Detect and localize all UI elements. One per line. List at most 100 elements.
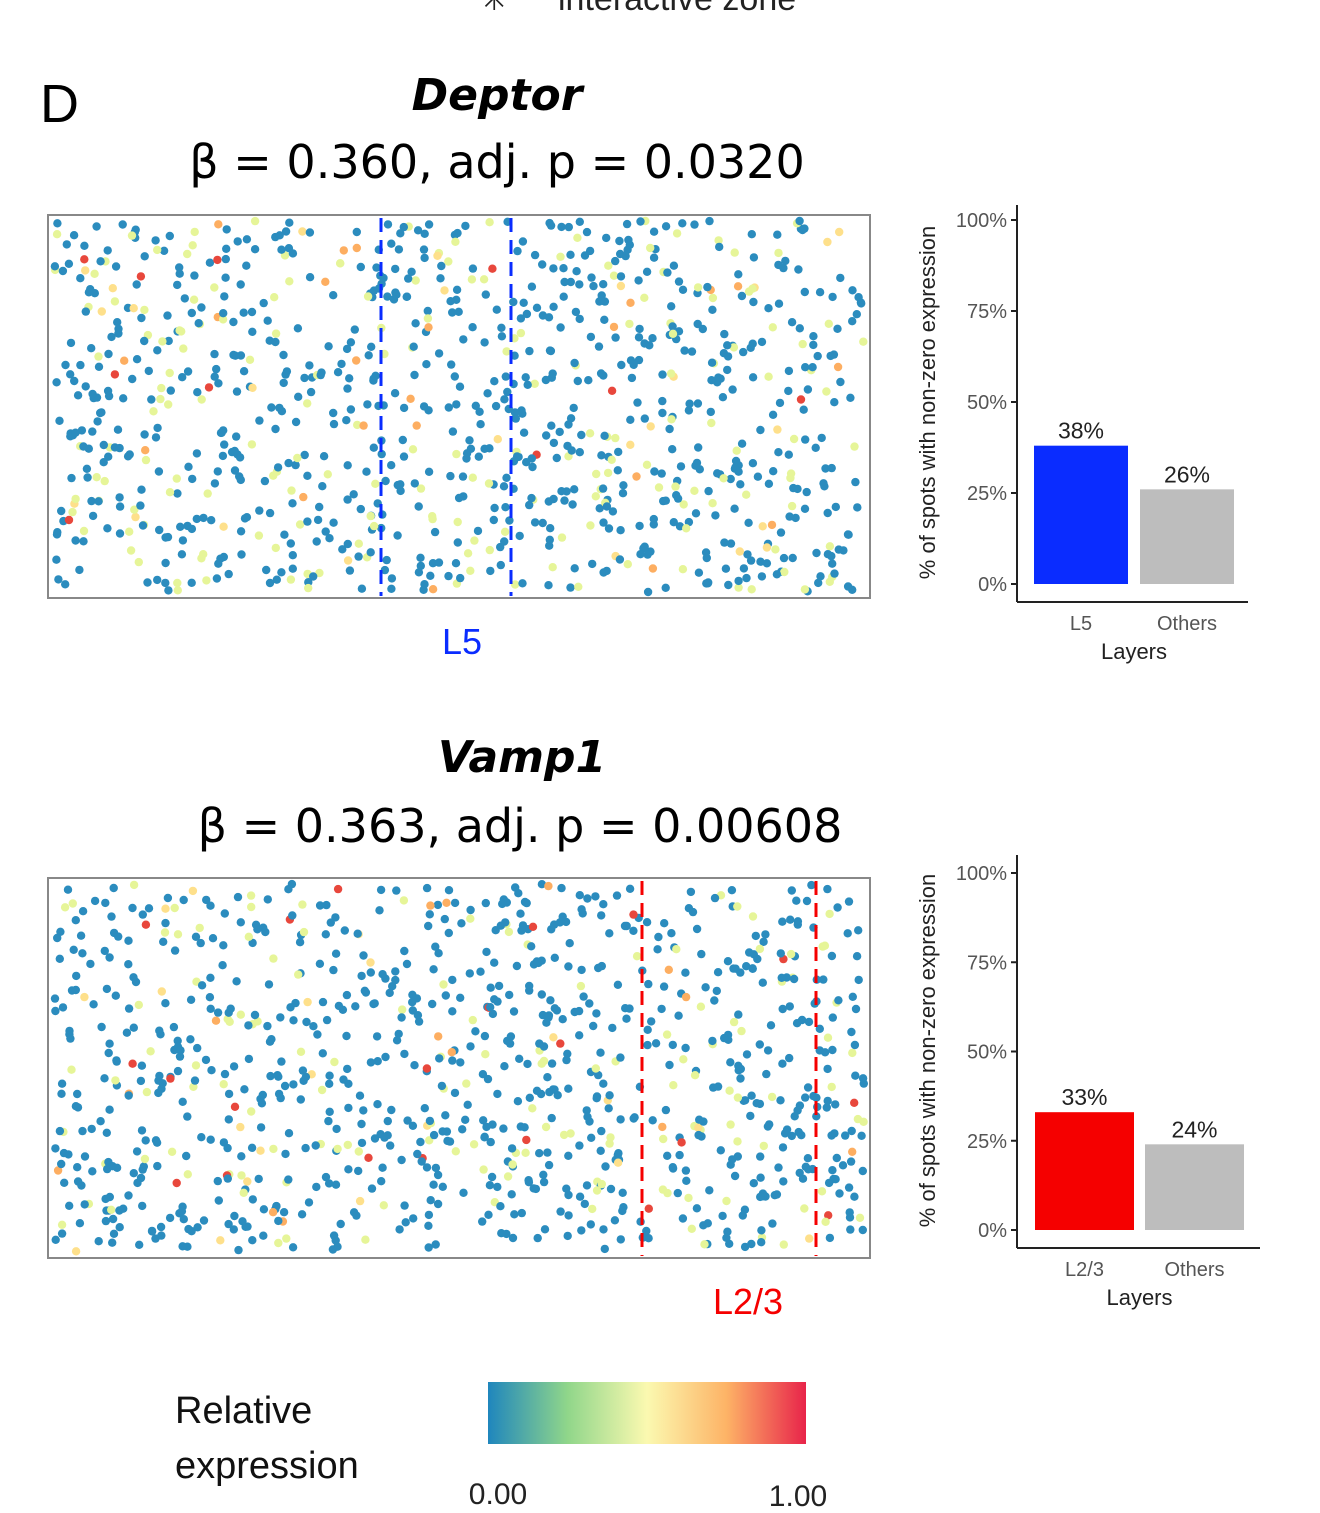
spot — [757, 1226, 766, 1235]
spot — [80, 1200, 89, 1209]
spot — [371, 479, 380, 488]
layer-label-2: L2/3 — [713, 1281, 783, 1322]
spot — [734, 583, 743, 592]
spot — [825, 909, 834, 919]
spot — [410, 1061, 419, 1070]
spot — [538, 260, 547, 269]
spot — [654, 932, 663, 942]
spot — [452, 285, 462, 294]
spot — [72, 971, 81, 981]
spot — [207, 1066, 216, 1075]
spot — [378, 970, 387, 979]
spot — [236, 918, 245, 927]
spot — [324, 1116, 333, 1126]
spot — [829, 350, 839, 359]
spot — [643, 1025, 652, 1035]
spot — [729, 343, 739, 352]
spot — [673, 1188, 682, 1198]
spot — [850, 1098, 859, 1108]
spot — [729, 964, 738, 973]
spot — [692, 1204, 702, 1213]
spot — [233, 892, 243, 902]
spot — [784, 450, 793, 459]
spot — [109, 1229, 119, 1239]
spot — [725, 1086, 734, 1095]
spot — [213, 1008, 223, 1017]
spot — [679, 1055, 688, 1064]
spot — [557, 883, 566, 893]
spot — [151, 1234, 160, 1243]
spot — [177, 550, 187, 559]
spot — [296, 1095, 305, 1104]
spot — [648, 334, 657, 343]
spot — [820, 482, 829, 491]
spot — [570, 564, 579, 573]
spot — [627, 373, 637, 383]
spot — [734, 1010, 743, 1019]
spot — [393, 531, 402, 540]
spot — [59, 1178, 69, 1188]
spot — [133, 1178, 142, 1188]
spot — [738, 1211, 747, 1220]
spot — [451, 237, 460, 246]
spot — [222, 244, 231, 253]
spot — [302, 1017, 311, 1027]
spot — [330, 1057, 339, 1067]
spot — [288, 249, 298, 258]
spot — [782, 1125, 792, 1134]
spot — [157, 987, 166, 996]
spot — [173, 586, 182, 595]
spot — [88, 1167, 97, 1176]
spot — [329, 1231, 339, 1240]
spot — [559, 264, 568, 273]
spot — [737, 1026, 746, 1036]
spot — [379, 1201, 388, 1210]
spot — [373, 1100, 382, 1109]
spot — [355, 1196, 365, 1206]
spot — [369, 521, 379, 531]
spot — [124, 1191, 133, 1200]
spot — [859, 1079, 868, 1088]
spot — [544, 497, 553, 506]
spot — [263, 316, 272, 325]
spot — [53, 1166, 63, 1175]
spot — [149, 407, 158, 416]
spot — [353, 929, 362, 938]
spot — [684, 904, 694, 913]
spot — [240, 1085, 249, 1094]
spot — [284, 1175, 293, 1184]
spot — [279, 1208, 289, 1217]
spot — [315, 568, 324, 578]
spot — [277, 568, 286, 577]
spot — [236, 280, 245, 289]
spot — [135, 1240, 144, 1250]
spot — [75, 565, 84, 575]
spot — [555, 427, 564, 437]
spot — [502, 347, 511, 356]
spot — [748, 964, 757, 973]
spot — [672, 491, 681, 500]
spot — [823, 237, 832, 247]
spot — [100, 946, 110, 956]
spot — [383, 292, 392, 301]
spot — [247, 1107, 256, 1116]
spot — [503, 387, 512, 397]
spot — [242, 235, 252, 244]
spot — [848, 286, 857, 295]
spot — [827, 1082, 836, 1092]
spot — [329, 419, 339, 429]
spot — [678, 1214, 688, 1223]
spot — [456, 573, 465, 583]
spot — [372, 1032, 382, 1041]
spot — [84, 444, 94, 453]
spot — [305, 273, 315, 282]
spot — [115, 529, 125, 538]
spot — [776, 528, 786, 537]
spot — [342, 990, 352, 1000]
spot — [213, 1176, 222, 1186]
spot — [599, 1079, 608, 1088]
spot — [201, 1055, 211, 1065]
spot — [493, 1089, 502, 1099]
spot — [291, 417, 301, 427]
spot — [219, 309, 228, 318]
